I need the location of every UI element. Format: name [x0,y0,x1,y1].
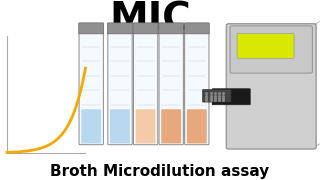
FancyBboxPatch shape [187,109,207,143]
FancyBboxPatch shape [133,32,158,145]
FancyBboxPatch shape [203,90,231,102]
FancyBboxPatch shape [159,32,183,145]
FancyBboxPatch shape [185,32,209,145]
FancyBboxPatch shape [110,109,130,143]
FancyBboxPatch shape [159,23,184,34]
FancyBboxPatch shape [226,24,316,149]
FancyBboxPatch shape [133,23,158,34]
FancyBboxPatch shape [136,109,156,143]
Text: MIC: MIC [109,1,191,39]
FancyBboxPatch shape [212,89,250,105]
FancyBboxPatch shape [184,23,209,34]
FancyBboxPatch shape [79,32,103,145]
FancyBboxPatch shape [108,32,132,145]
FancyBboxPatch shape [230,26,312,73]
FancyBboxPatch shape [237,33,294,58]
FancyBboxPatch shape [81,109,101,143]
FancyBboxPatch shape [79,23,104,34]
FancyBboxPatch shape [108,23,132,34]
Text: Broth Microdilution assay: Broth Microdilution assay [50,164,270,179]
FancyBboxPatch shape [161,109,181,143]
